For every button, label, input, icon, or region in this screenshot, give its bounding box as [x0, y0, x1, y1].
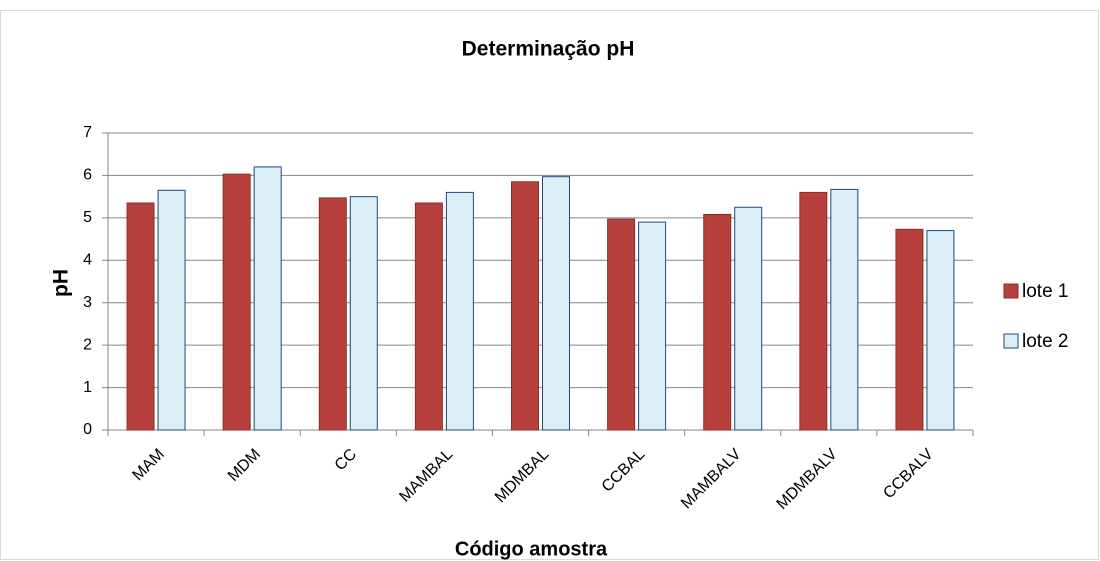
bar [126, 202, 155, 431]
bar [895, 228, 924, 431]
y-tick-label: 6 [83, 167, 92, 184]
bar [799, 191, 828, 431]
y-tick-label: 5 [83, 209, 92, 226]
bar [222, 173, 251, 431]
chart-title: Determinação pH [462, 38, 635, 61]
y-tick-label: 2 [83, 336, 92, 353]
y-tick-label: 3 [83, 294, 92, 311]
legend-swatch [1003, 283, 1019, 299]
bar [734, 206, 763, 431]
bar [349, 196, 378, 431]
y-tick-label: 1 [83, 379, 92, 396]
bar [830, 188, 859, 431]
x-axis-label: Código amostra [455, 538, 608, 560]
bar [607, 218, 636, 431]
bar [414, 202, 443, 431]
bar [926, 230, 955, 431]
y-tick-label: 0 [83, 421, 92, 438]
legend-swatch [1003, 333, 1019, 349]
y-axis-label: pH [50, 269, 73, 297]
bar [157, 189, 186, 431]
bar [511, 181, 539, 431]
bar [445, 191, 474, 431]
bar [253, 166, 282, 431]
bar [703, 213, 732, 431]
legend-label: lote 1 [1022, 281, 1068, 302]
bar [542, 176, 570, 431]
bar [638, 221, 667, 431]
legend-label: lote 2 [1022, 331, 1068, 352]
bar [318, 197, 347, 431]
y-tick-label: 4 [83, 252, 92, 269]
y-tick-label: 7 [83, 124, 92, 141]
